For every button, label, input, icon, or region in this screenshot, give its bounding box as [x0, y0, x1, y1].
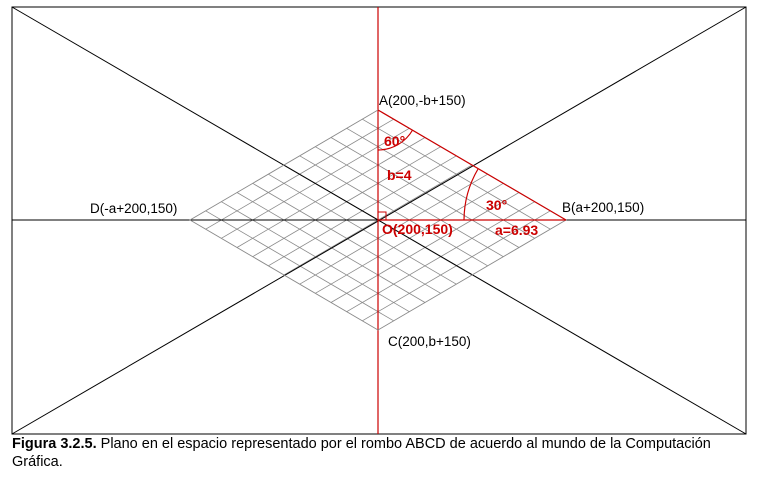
label-point-b: B(a+200,150) — [562, 200, 644, 215]
caption-text: Plano en el espacio representado por el … — [12, 436, 711, 470]
label-point-c: C(200,b+150) — [388, 334, 471, 349]
figure-caption: Figura 3.2.5. Plano en el espacio repres… — [12, 435, 757, 471]
a-value-label: a=6.93 — [495, 222, 538, 238]
right-angle-marker — [378, 211, 387, 220]
angle-arc-a — [377, 129, 414, 151]
rhombus-diagram: A(200,-b+150) B(a+200,150) C(200,b+150) … — [11, 6, 747, 435]
angle-label-60: 60° — [384, 133, 405, 149]
angle-arc-b — [463, 168, 479, 221]
label-point-a: A(200,-b+150) — [379, 93, 466, 108]
grid-line — [362, 118, 551, 230]
caption-label: Figura 3.2.5. — [12, 436, 97, 452]
angle-label-30: 30° — [486, 197, 507, 213]
label-point-d: D(-a+200,150) — [90, 201, 177, 216]
b-value-label: b=4 — [387, 167, 412, 183]
label-point-o: O(200,150) — [382, 221, 453, 237]
edge-a-b — [377, 109, 567, 221]
